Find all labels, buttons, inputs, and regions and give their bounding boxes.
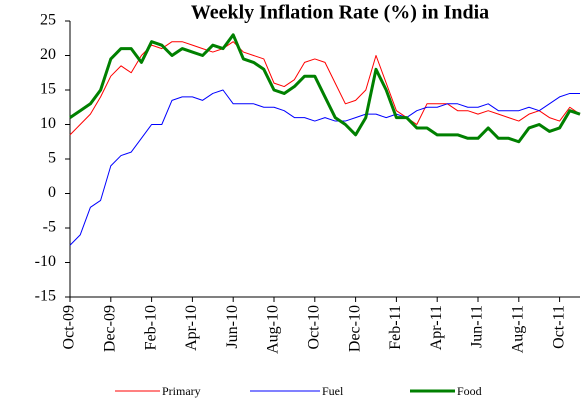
y-tick-label: 15 (40, 81, 56, 98)
chart-title: Weekly Inflation Rate (%) in India (191, 2, 489, 24)
y-tick-label: 25 (40, 12, 56, 29)
x-tick-label: Feb-11 (387, 305, 404, 350)
x-tick-label: Jun-10 (224, 305, 241, 349)
x-tick-label: Dec-10 (346, 305, 363, 352)
x-tick-label: Oct-11 (550, 305, 567, 349)
x-tick-label: Aug-10 (265, 305, 282, 354)
y-tick-label: 20 (40, 46, 56, 63)
y-tick-label: 10 (40, 115, 56, 132)
x-tick-label: Oct-09 (61, 305, 78, 349)
series-line (69, 41, 581, 136)
legend-label: Food (457, 384, 482, 398)
y-tick-label: 0 (48, 184, 56, 201)
legend-label: Fuel (322, 384, 344, 398)
legend-label: Primary (162, 384, 201, 398)
x-tick-label: Oct-10 (305, 305, 322, 349)
x-tick-label: Feb-10 (142, 305, 159, 350)
x-tick-label: Aug-11 (509, 305, 526, 353)
x-tick-label: Apr-11 (428, 305, 445, 350)
x-tick-label: Jun-11 (469, 305, 486, 348)
series-line (69, 33, 581, 144)
y-tick-label: 5 (48, 150, 56, 167)
x-tick-label: Dec-09 (101, 305, 118, 352)
y-tick-label: -10 (35, 253, 56, 270)
y-tick-label: -15 (35, 288, 56, 305)
series-line (69, 89, 580, 246)
x-tick-label: Apr-10 (183, 305, 200, 351)
y-tick-label: -5 (43, 219, 56, 236)
